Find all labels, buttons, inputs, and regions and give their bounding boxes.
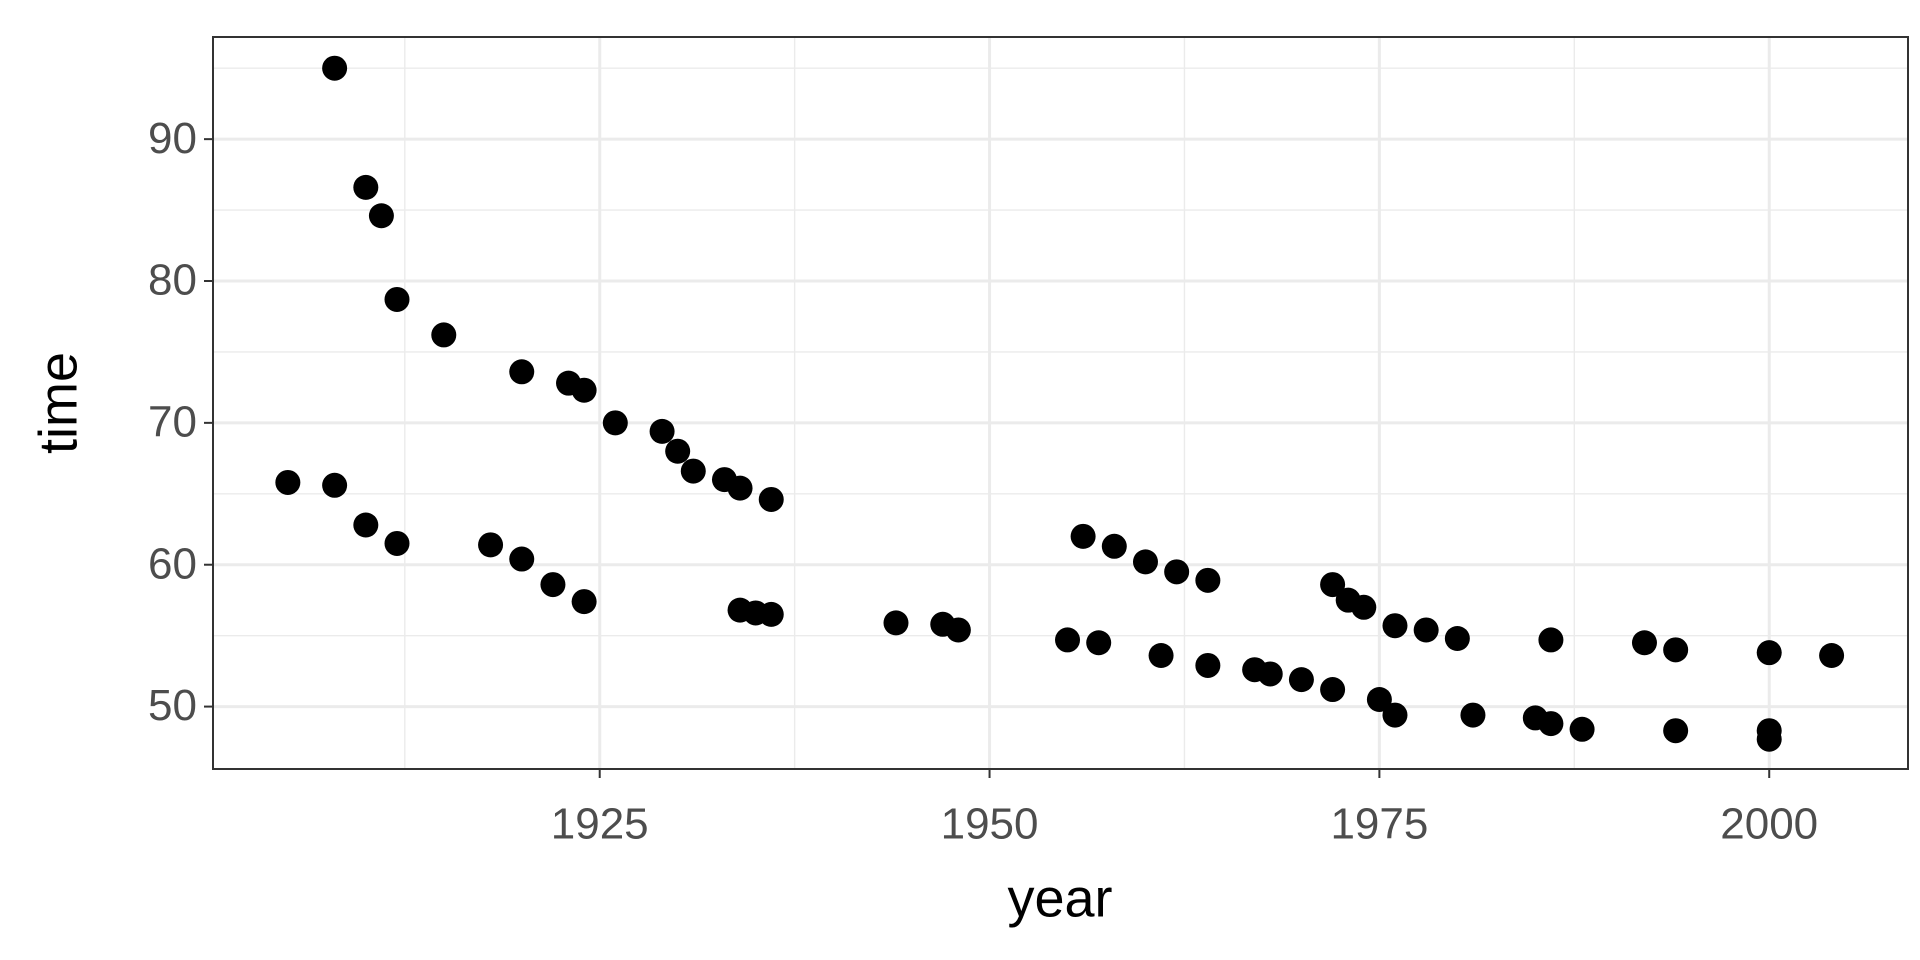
point <box>431 322 457 348</box>
x-tick-label: 1950 <box>941 800 1039 849</box>
point <box>571 589 597 615</box>
point <box>1631 630 1657 656</box>
point <box>1320 677 1346 703</box>
point <box>1663 637 1689 663</box>
point <box>1195 567 1221 593</box>
point <box>758 601 784 627</box>
point <box>1055 627 1081 653</box>
point <box>758 486 784 512</box>
point <box>1366 686 1392 712</box>
point <box>1819 643 1845 669</box>
y-tick-label: 60 <box>148 539 197 588</box>
point <box>680 458 706 484</box>
y-tick-label: 90 <box>148 114 197 163</box>
point <box>275 469 301 495</box>
point <box>1148 643 1174 669</box>
point <box>509 359 535 385</box>
y-tick-label: 80 <box>148 256 197 305</box>
point <box>649 418 675 444</box>
point <box>368 203 394 229</box>
point <box>1132 549 1158 575</box>
point <box>322 55 348 81</box>
point <box>1351 594 1377 620</box>
point <box>1086 630 1112 656</box>
point <box>1663 718 1689 744</box>
point <box>665 438 691 464</box>
point <box>1257 661 1283 687</box>
point <box>1382 702 1408 728</box>
x-tick-label: 2000 <box>1720 800 1818 849</box>
y-axis-title: time <box>28 352 88 454</box>
point <box>1756 640 1782 666</box>
point <box>1320 572 1346 598</box>
point <box>945 617 971 643</box>
x-axis-title: year <box>1007 868 1112 928</box>
point <box>1413 617 1439 643</box>
point <box>1756 726 1782 752</box>
point <box>1538 711 1564 737</box>
point <box>571 377 597 403</box>
point <box>322 472 348 498</box>
point <box>1070 523 1096 549</box>
point <box>1288 667 1314 693</box>
point <box>384 286 410 312</box>
y-tick-label: 70 <box>148 397 197 446</box>
plot-panel <box>213 37 1908 769</box>
point <box>1460 702 1486 728</box>
point <box>602 410 628 436</box>
point <box>478 532 504 558</box>
x-tick-label: 1975 <box>1330 800 1428 849</box>
x-tick-label: 1925 <box>551 800 649 849</box>
y-tick-label: 50 <box>148 681 197 730</box>
point <box>384 530 410 556</box>
point <box>1164 559 1190 585</box>
point <box>1538 627 1564 653</box>
point <box>353 512 379 538</box>
point <box>727 475 753 501</box>
point <box>1101 533 1127 559</box>
point <box>1569 716 1595 742</box>
panel-border <box>212 36 1909 770</box>
point <box>1382 613 1408 639</box>
point <box>1444 625 1470 651</box>
point <box>883 610 909 636</box>
point <box>353 174 379 200</box>
point <box>1195 652 1221 678</box>
point <box>540 572 566 598</box>
point <box>509 546 535 572</box>
